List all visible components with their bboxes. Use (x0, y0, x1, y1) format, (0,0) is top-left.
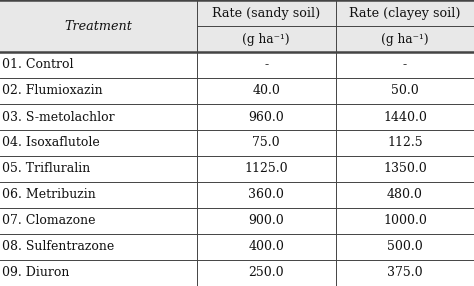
Text: 01. Control: 01. Control (2, 59, 74, 72)
Text: (g ha⁻¹): (g ha⁻¹) (381, 33, 429, 45)
Text: -: - (403, 59, 407, 72)
Text: 375.0: 375.0 (387, 267, 423, 279)
Text: 40.0: 40.0 (252, 84, 280, 98)
Text: Rate (clayey soil): Rate (clayey soil) (349, 7, 461, 19)
Text: 1440.0: 1440.0 (383, 110, 427, 124)
Text: 900.0: 900.0 (248, 214, 284, 227)
Bar (0, 0, 474, 52)
Text: 04. Isoxaflutole: 04. Isoxaflutole (2, 136, 100, 150)
Text: 112.5: 112.5 (387, 136, 423, 150)
Text: Rate (sandy soil): Rate (sandy soil) (212, 7, 320, 19)
Text: 400.0: 400.0 (248, 241, 284, 253)
Text: -: - (264, 59, 268, 72)
Text: 05. Trifluralin: 05. Trifluralin (2, 162, 91, 176)
Text: 1350.0: 1350.0 (383, 162, 427, 176)
Text: 250.0: 250.0 (248, 267, 284, 279)
Text: 1125.0: 1125.0 (244, 162, 288, 176)
Text: 09. Diuron: 09. Diuron (2, 267, 70, 279)
Text: 75.0: 75.0 (252, 136, 280, 150)
Text: 02. Flumioxazin: 02. Flumioxazin (2, 84, 103, 98)
Text: 480.0: 480.0 (387, 188, 423, 202)
Text: (g ha⁻¹): (g ha⁻¹) (242, 33, 290, 45)
Text: 07. Clomazone: 07. Clomazone (2, 214, 96, 227)
Text: 50.0: 50.0 (391, 84, 419, 98)
Text: Treatment: Treatment (64, 19, 132, 33)
Text: 500.0: 500.0 (387, 241, 423, 253)
Text: 960.0: 960.0 (248, 110, 284, 124)
Text: 06. Metribuzin: 06. Metribuzin (2, 188, 96, 202)
Text: 360.0: 360.0 (248, 188, 284, 202)
Text: 03. S-metolachlor: 03. S-metolachlor (2, 110, 115, 124)
Text: 08. Sulfentrazone: 08. Sulfentrazone (2, 241, 115, 253)
Text: 1000.0: 1000.0 (383, 214, 427, 227)
